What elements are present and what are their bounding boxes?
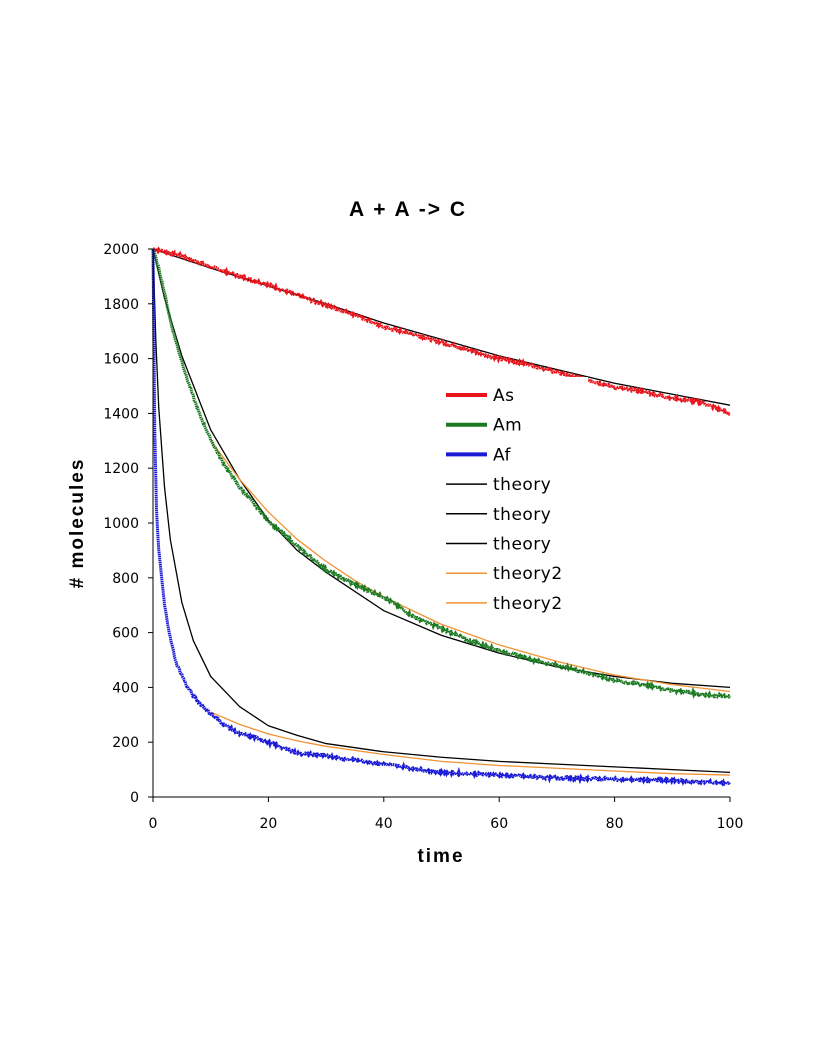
x-tick-label: 20 [259, 816, 277, 832]
series-line-theory [152, 248, 731, 773]
legend-label: Am [493, 416, 522, 436]
x-tick-label: 0 [149, 816, 158, 832]
legend-label: theory2 [493, 564, 563, 584]
legend-label: As [493, 386, 515, 406]
x-tick-label: 40 [375, 816, 393, 832]
ticks: 0 20 40 60 80 1000200400600800100012001400160… [103, 242, 743, 832]
series-line-theory [152, 248, 731, 406]
chart-title: A + A -> C [349, 198, 467, 221]
series-line-theory2 [210, 440, 731, 693]
y-tick-label: 400 [112, 680, 139, 696]
series-line-Af [151, 249, 732, 787]
legend-label: Af [493, 445, 512, 465]
legend-background [438, 377, 588, 621]
series-line-theory2 [210, 711, 731, 776]
y-axis-title: # molecules [67, 458, 88, 589]
plot-area [151, 246, 732, 787]
x-tick-label: 80 [606, 816, 624, 832]
x-axis-title: time [417, 846, 464, 867]
series-line-theory [152, 248, 731, 689]
y-tick-label: 1200 [103, 461, 139, 477]
y-tick-label: 1400 [103, 406, 139, 422]
y-tick-label: 1000 [103, 516, 139, 532]
legend-label: theory [493, 475, 551, 495]
y-tick-label: 800 [112, 571, 139, 587]
y-tick-label: 600 [112, 626, 139, 642]
series-line-Am [151, 248, 731, 702]
y-tick-label: 2000 [103, 242, 139, 258]
legend: As Am Af theory theory theory theory2 theory2 [438, 377, 588, 621]
legend-label: theory2 [493, 594, 563, 614]
y-tick-label: 1600 [103, 352, 139, 368]
legend-label: theory [493, 535, 551, 555]
x-tick-label: 100 [717, 816, 744, 832]
legend-label: theory [493, 505, 551, 525]
y-tick-label: 200 [112, 735, 139, 751]
y-tick-label: 1800 [103, 297, 139, 313]
x-tick-label: 60 [490, 816, 508, 832]
series-line-As [152, 246, 731, 417]
y-tick-label: 0 [130, 790, 139, 806]
